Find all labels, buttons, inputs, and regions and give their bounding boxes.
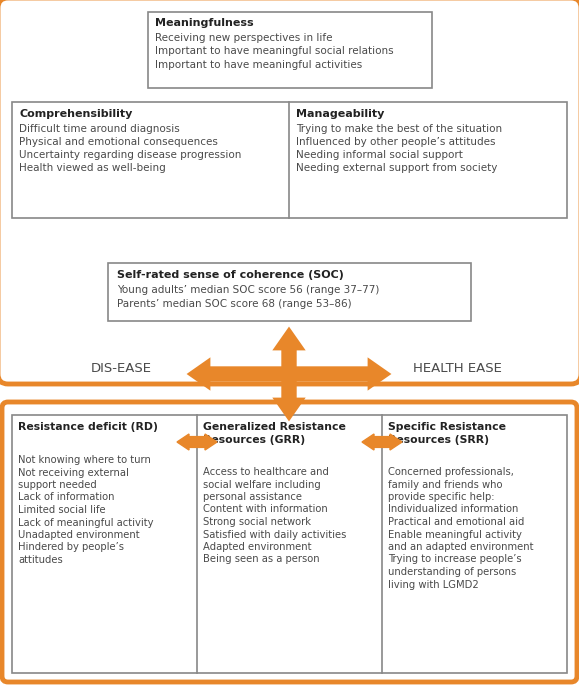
Text: Self-rated sense of coherence (SOC): Self-rated sense of coherence (SOC)	[117, 270, 344, 280]
Text: Access to healthcare and: Access to healthcare and	[203, 467, 329, 477]
Text: Satisfied with daily activities: Satisfied with daily activities	[203, 530, 346, 539]
Text: Generalized Resistance: Generalized Resistance	[203, 422, 346, 432]
Text: Manageability: Manageability	[296, 109, 384, 119]
Text: Not receiving external: Not receiving external	[18, 467, 129, 477]
Text: Adapted environment: Adapted environment	[203, 542, 312, 552]
FancyBboxPatch shape	[12, 415, 567, 673]
Text: Resistance deficit (RD): Resistance deficit (RD)	[18, 422, 158, 432]
Text: Specific Resistance: Specific Resistance	[388, 422, 506, 432]
Text: support needed: support needed	[18, 480, 97, 490]
Text: and an adapted environment: and an adapted environment	[388, 542, 533, 552]
Polygon shape	[362, 434, 402, 450]
Text: Trying to increase people’s: Trying to increase people’s	[388, 554, 522, 565]
FancyBboxPatch shape	[108, 263, 471, 321]
Text: Physical and emotional consequences: Physical and emotional consequences	[19, 137, 218, 147]
Text: Resources (SRR): Resources (SRR)	[388, 435, 489, 445]
Text: provide specific help:: provide specific help:	[388, 492, 494, 502]
Text: Young adults’ median SOC score 56 (range 37–77): Young adults’ median SOC score 56 (range…	[117, 285, 379, 295]
FancyBboxPatch shape	[0, 0, 579, 384]
Text: personal assistance: personal assistance	[203, 492, 302, 502]
Text: understanding of persons: understanding of persons	[388, 567, 516, 577]
Text: Enable meaningful activity: Enable meaningful activity	[388, 530, 522, 539]
Text: attitudes: attitudes	[18, 555, 63, 565]
Text: Meaningfulness: Meaningfulness	[155, 18, 254, 28]
Text: Needing informal social support: Needing informal social support	[296, 150, 463, 160]
Polygon shape	[177, 434, 217, 450]
Text: living with LGMD2: living with LGMD2	[388, 580, 479, 589]
Text: DIS-EASE: DIS-EASE	[90, 362, 152, 375]
FancyBboxPatch shape	[148, 12, 432, 88]
Text: Not knowing where to turn: Not knowing where to turn	[18, 455, 151, 465]
Text: Content with information: Content with information	[203, 504, 328, 514]
Text: Lack of information: Lack of information	[18, 493, 115, 503]
Text: Parents’ median SOC score 68 (range 53–86): Parents’ median SOC score 68 (range 53–8…	[117, 299, 351, 309]
Text: Trying to make the best of the situation: Trying to make the best of the situation	[296, 124, 502, 134]
Text: Difficult time around diagnosis: Difficult time around diagnosis	[19, 124, 179, 134]
Text: Uncertainty regarding disease progression: Uncertainty regarding disease progressio…	[19, 150, 241, 160]
Text: Strong social network: Strong social network	[203, 517, 311, 527]
Text: Unadapted environment: Unadapted environment	[18, 530, 140, 540]
Text: Needing external support from society: Needing external support from society	[296, 163, 497, 173]
Text: Important to have meaningful social relations: Important to have meaningful social rela…	[155, 47, 394, 56]
Text: Influenced by other people’s attitudes: Influenced by other people’s attitudes	[296, 137, 496, 147]
Text: Concerned professionals,: Concerned professionals,	[388, 467, 514, 477]
Text: Receiving new perspectives in life: Receiving new perspectives in life	[155, 33, 332, 43]
FancyBboxPatch shape	[2, 402, 577, 682]
Text: HEALTH EASE: HEALTH EASE	[413, 362, 501, 375]
Text: social welfare including: social welfare including	[203, 480, 321, 490]
Text: Individualized information: Individualized information	[388, 504, 518, 514]
Text: Resources (GRR): Resources (GRR)	[203, 435, 305, 445]
FancyBboxPatch shape	[12, 102, 567, 218]
Text: Being seen as a person: Being seen as a person	[203, 554, 320, 565]
Text: Health viewed as well-being: Health viewed as well-being	[19, 163, 166, 173]
Text: Important to have meaningful activities: Important to have meaningful activities	[155, 60, 362, 70]
Text: Lack of meaningful activity: Lack of meaningful activity	[18, 517, 153, 528]
Text: Practical and emotional aid: Practical and emotional aid	[388, 517, 525, 527]
Polygon shape	[189, 329, 389, 419]
Text: family and friends who: family and friends who	[388, 480, 503, 490]
Text: Limited social life: Limited social life	[18, 505, 105, 515]
Text: Hindered by people’s: Hindered by people’s	[18, 543, 124, 552]
Text: Comprehensibility: Comprehensibility	[19, 109, 133, 119]
